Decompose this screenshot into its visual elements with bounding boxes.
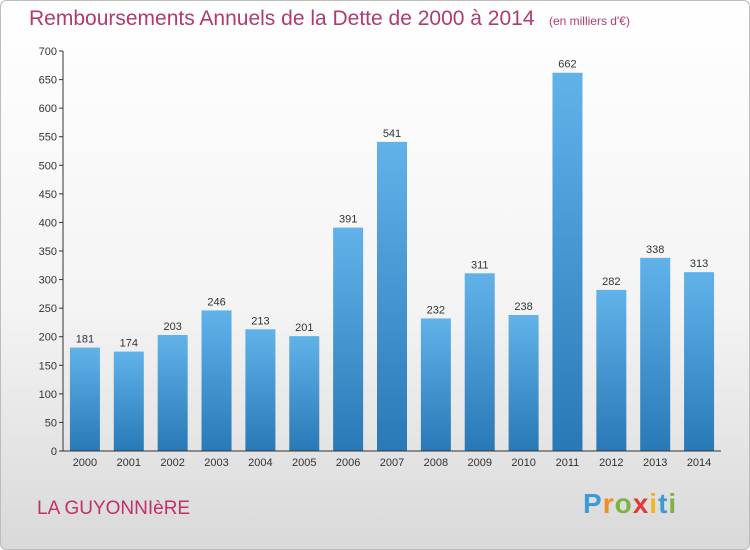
- brand-letter: o: [614, 488, 633, 519]
- x-axis: 2000 2001 2002 2003 2004 2005 2006 2007 2008 2009…: [63, 450, 721, 469]
- bar-value-label: 232: [427, 304, 445, 316]
- bar-value-label: 238: [514, 301, 532, 313]
- x-tick-label: 2011: [556, 457, 580, 469]
- bar: [596, 289, 627, 451]
- x-tick-label: 2003: [204, 457, 228, 469]
- chart-subtitle: (en milliers d'€): [548, 14, 630, 28]
- x-tick-label: 2008: [424, 457, 448, 469]
- bar-value-label: 662: [558, 59, 576, 71]
- bar-value-label: 391: [339, 214, 357, 226]
- bar-value-label: 311: [471, 259, 489, 271]
- y-tick-label: 700: [39, 46, 57, 58]
- bar: [333, 227, 364, 451]
- bar: [113, 351, 144, 451]
- x-tick-label: 2009: [467, 457, 491, 469]
- y-tick-label: 650: [39, 75, 57, 87]
- bar: [420, 318, 451, 451]
- bar: [201, 310, 232, 451]
- y-axis: 0 50 100 150 200 250 300 350 400 450 500 550 600 650 7…: [39, 46, 64, 458]
- bar: [552, 72, 583, 451]
- x-tick-label: 2014: [687, 457, 711, 469]
- y-tick-label: 500: [39, 160, 57, 172]
- y-tick-label: 250: [39, 303, 57, 315]
- bar: [157, 335, 188, 451]
- brand-letter: i: [668, 488, 678, 519]
- y-tick-label: 400: [39, 217, 57, 229]
- bar-value-label: 213: [251, 315, 269, 327]
- y-tick-label: 100: [39, 389, 57, 401]
- y-tick-label: 50: [45, 417, 57, 429]
- bar-value-label: 203: [163, 321, 181, 333]
- x-tick-label: 2007: [380, 457, 404, 469]
- bar: [245, 329, 276, 451]
- x-tick-label: 2005: [292, 457, 316, 469]
- x-tick-label: 2006: [336, 457, 360, 469]
- bar: [640, 257, 671, 451]
- bar-value-label: 181: [76, 334, 94, 346]
- bar-value-label: 338: [646, 244, 664, 256]
- bar-value-label: 201: [295, 322, 313, 334]
- bar-value-label: 313: [690, 258, 708, 270]
- bar: [464, 273, 495, 451]
- x-tick-label: 2001: [117, 457, 141, 469]
- brand-letter: t: [658, 488, 669, 519]
- bar-value-label: 282: [602, 276, 620, 288]
- x-tick-label: 2010: [511, 457, 535, 469]
- bars: 181 174 203 246 213 201 391 541 232 311 238 662 282 3…: [69, 59, 715, 451]
- bar: [289, 336, 320, 451]
- brand-letter: r: [602, 488, 615, 519]
- bar: [377, 141, 407, 451]
- brand-letter: i: [649, 488, 659, 519]
- bar: [508, 315, 539, 451]
- x-tick-label: 2004: [248, 457, 272, 469]
- y-tick-label: 0: [51, 446, 57, 458]
- brand-letter: x: [632, 488, 650, 519]
- y-tick-label: 350: [39, 246, 57, 258]
- bar-value-label: 246: [207, 296, 225, 308]
- bar: [684, 272, 715, 451]
- chart-title: Remboursements Annuels de la Dette de 20…: [29, 7, 535, 30]
- x-tick-label: 2012: [599, 457, 623, 469]
- y-tick-label: 600: [39, 103, 57, 115]
- y-tick-label: 150: [39, 360, 57, 372]
- commune-name: LA GUYONNIèRE: [37, 498, 191, 519]
- brand-letter: P: [583, 488, 603, 519]
- bar-value-label: 541: [383, 128, 401, 140]
- x-tick-label: 2013: [643, 457, 667, 469]
- x-tick-label: 2000: [73, 457, 97, 469]
- bar: [69, 347, 100, 451]
- bar-value-label: 174: [120, 338, 138, 350]
- title-row: Remboursements Annuels de la Dette de 20…: [29, 7, 630, 31]
- y-tick-label: 200: [39, 332, 57, 344]
- y-tick-label: 550: [39, 132, 57, 144]
- brand-logo: Proxiti: [583, 488, 677, 520]
- y-tick-label: 450: [39, 189, 57, 201]
- y-tick-label: 300: [39, 275, 57, 287]
- x-tick-label: 2002: [160, 457, 184, 469]
